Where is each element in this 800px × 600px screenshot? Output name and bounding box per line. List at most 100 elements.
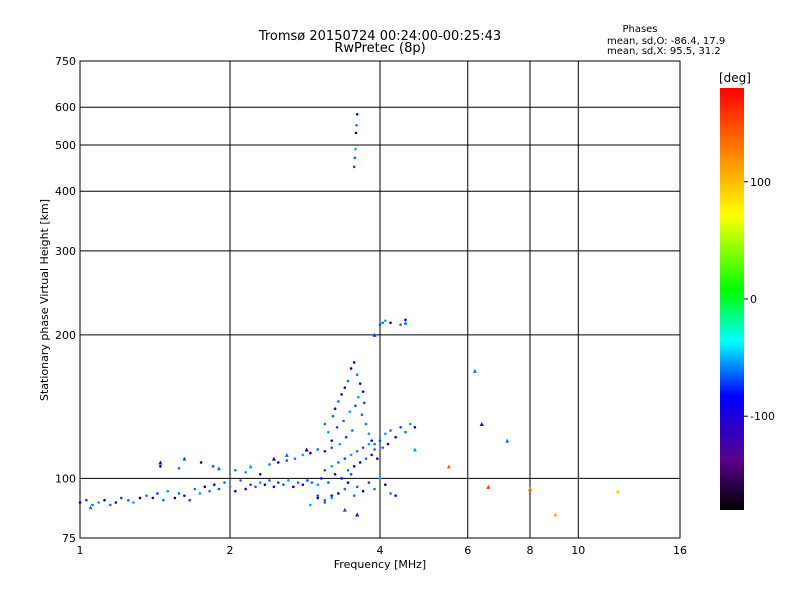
data-point: [323, 449, 327, 453]
data-point: [408, 422, 412, 426]
colorbar-ticks: 100 0 -100: [744, 176, 775, 423]
data-point: [126, 498, 130, 502]
data-point: [364, 422, 368, 426]
data-point: [203, 485, 207, 489]
data-point: [352, 361, 356, 364]
data-point: [413, 425, 417, 429]
data-point: [285, 459, 289, 462]
data-point: [234, 468, 237, 472]
data-point: [309, 451, 312, 455]
y-tick-label: 750: [55, 55, 76, 68]
data-points: [78, 112, 620, 517]
data-point: [381, 446, 384, 449]
data-point: [323, 498, 327, 502]
data-point: [357, 395, 360, 399]
chart-grid: [80, 61, 680, 538]
data-point: [352, 165, 356, 169]
data-point: [373, 448, 376, 451]
data-point: [333, 407, 337, 411]
data-point: [343, 457, 347, 460]
data-point: [367, 432, 371, 436]
data-point: [337, 492, 340, 495]
data-point: [340, 393, 343, 396]
y-tick-label: 100: [55, 472, 76, 485]
data-point: [472, 368, 477, 373]
data-point: [183, 494, 186, 497]
data-point: [351, 429, 354, 432]
data-point: [479, 422, 484, 427]
data-point: [361, 390, 365, 393]
data-point: [378, 477, 382, 480]
data-point: [412, 447, 417, 452]
data-point: [349, 453, 353, 457]
data-point: [103, 498, 106, 502]
data-point: [615, 489, 620, 494]
data-point: [394, 435, 397, 439]
data-point: [354, 131, 358, 135]
data-point: [91, 503, 94, 507]
data-point: [373, 442, 376, 446]
data-point: [370, 453, 374, 457]
data-point: [370, 439, 374, 442]
data-point: [404, 318, 407, 322]
data-point: [337, 400, 340, 403]
data-point: [355, 485, 359, 489]
plot-frame: [79, 60, 681, 539]
data-point: [338, 442, 341, 446]
data-point: [343, 487, 347, 491]
data-point: [344, 435, 348, 439]
data-point: [346, 468, 350, 472]
data-point: [244, 487, 247, 491]
data-point: [193, 487, 197, 491]
data-point: [166, 489, 170, 493]
data-point: [156, 492, 159, 495]
data-point: [316, 483, 320, 487]
data-point: [271, 456, 276, 461]
data-point: [446, 464, 451, 469]
data-point: [361, 446, 365, 449]
data-point: [348, 410, 352, 413]
data-point: [384, 319, 387, 323]
data-point: [316, 448, 320, 451]
data-point: [399, 323, 402, 327]
data-point: [284, 452, 289, 457]
data-point: [158, 460, 163, 465]
data-point: [132, 501, 135, 504]
data-point: [353, 156, 357, 160]
data-point: [301, 483, 305, 487]
data-point: [114, 501, 118, 504]
data-point: [287, 479, 290, 482]
data-point: [309, 503, 312, 507]
data-point: [355, 123, 358, 127]
colorbar: [deg] 100 0 -100: [719, 71, 775, 510]
data-point: [373, 487, 376, 491]
data-point: [384, 432, 387, 436]
data-point: [378, 439, 382, 442]
data-point: [389, 321, 392, 325]
data-point: [145, 494, 148, 497]
y-tick-label: 75: [62, 532, 76, 545]
data-point: [268, 463, 271, 466]
data-point: [304, 447, 309, 452]
data-point: [239, 479, 242, 482]
x-tick-label: 16: [673, 544, 687, 557]
data-point: [335, 425, 339, 429]
phases-line-o: mean, sd,O: -86.4, 17.9: [607, 36, 725, 47]
data-point: [352, 494, 356, 497]
x-tick-label: 1: [77, 544, 84, 557]
data-point: [301, 453, 305, 457]
data-point: [342, 507, 347, 512]
data-point: [346, 481, 350, 484]
data-point: [296, 481, 300, 484]
x-tick-label: 6: [464, 544, 471, 557]
data-point: [378, 323, 382, 327]
data-point: [358, 461, 362, 464]
data-point: [486, 484, 491, 489]
chart-title: Tromsø 20150724 00:24:00-00:25:43: [258, 29, 501, 44]
data-point: [212, 483, 216, 487]
data-point: [97, 501, 100, 504]
data-point: [316, 494, 320, 497]
x-tick-label: 2: [227, 544, 234, 557]
chart-subtitle: RwPretec (8p): [334, 41, 425, 56]
data-point: [248, 464, 253, 469]
